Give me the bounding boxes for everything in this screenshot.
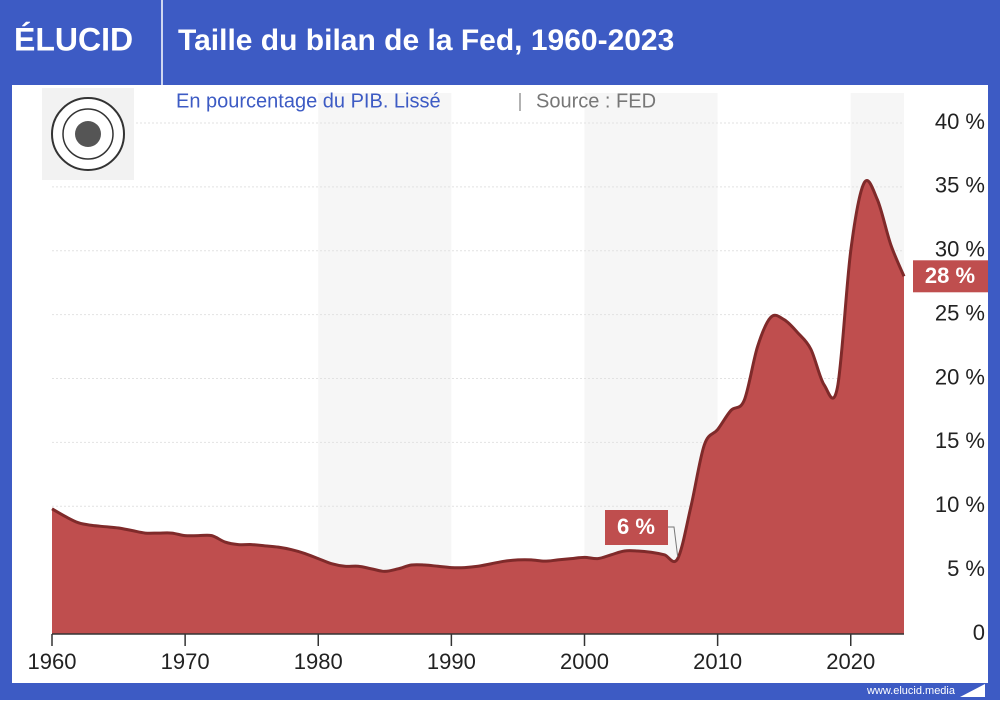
y-tick-label: 20 % (935, 364, 985, 389)
x-tick-label: 2000 (560, 649, 609, 674)
chart-title: Taille du bilan de la Fed, 1960-2023 (178, 24, 674, 57)
footer-logo (960, 684, 985, 697)
area (52, 180, 904, 634)
brand: ÉLUCID (14, 21, 133, 57)
source: Source : FED (536, 90, 656, 112)
line (51, 179, 906, 573)
y-tick-label: 0 (973, 620, 985, 645)
fed-seal (42, 88, 134, 180)
y-tick-label: 10 % (935, 492, 985, 517)
annotation-label: 28 % (925, 263, 975, 288)
band (318, 93, 452, 634)
annotation-label: 6 % (617, 514, 655, 539)
plot: 0 5 % 10 % 15 % 20 % 25 % 30 % 35 % 40 % 1960 1970… (28, 93, 988, 674)
footer: www.elucid.media (866, 685, 956, 697)
y-tick-label: 25 % (935, 300, 985, 325)
y-tick-label: 5 % (947, 556, 985, 581)
x-tick-label: 1980 (294, 649, 343, 674)
subtitle: En pourcentage du PIB. Lissé (176, 90, 441, 112)
annotation-leader (668, 526, 679, 557)
y-tick-label: 15 % (935, 428, 985, 453)
annotation-box (605, 510, 668, 545)
x-tick-label: 1960 (28, 649, 77, 674)
x-tick-label: 2020 (826, 649, 875, 674)
y-tick-label: 30 % (935, 237, 985, 262)
y-tick-label: 35 % (935, 173, 985, 198)
annotation-box (913, 260, 988, 293)
y-tick-label: 40 % (935, 109, 985, 134)
x-tick-label: 1990 (427, 649, 476, 674)
x-tick-label: 1970 (161, 649, 210, 674)
x-tick-label: 2010 (693, 649, 742, 674)
